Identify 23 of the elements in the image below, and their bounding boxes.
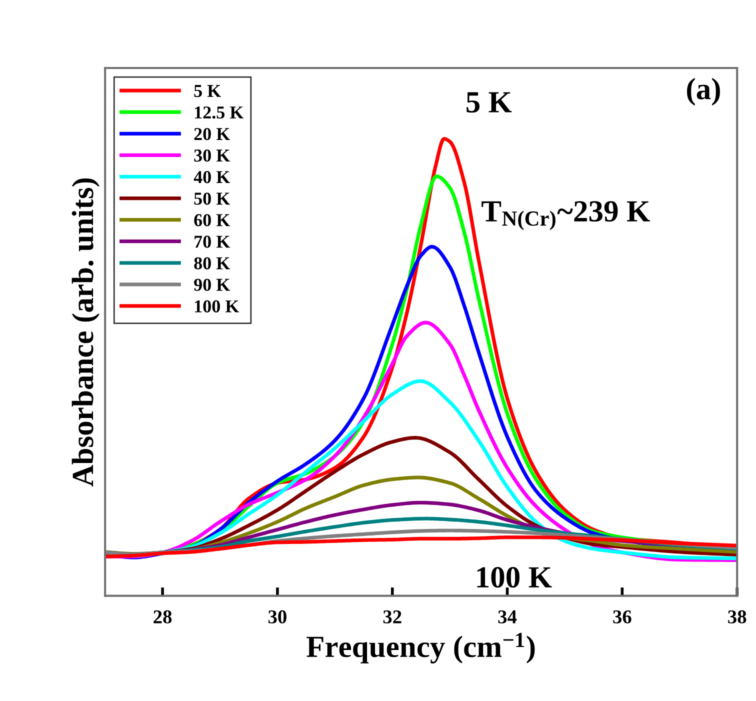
x-tick-label: 30 [268,610,286,624]
legend-label: 30 K [194,150,230,162]
text: 5 K [466,92,512,113]
x-tick-label: 34 [498,610,517,624]
legend-label: 12.5 K [195,106,244,119]
y-axis-title: Absorbance (arb. units) [72,178,100,487]
x-tick-label: 36 [613,610,632,624]
legend-label: 50 K [194,192,230,205]
legend-label: 100 K [195,300,240,312]
legend-label: 40 K [194,171,230,184]
x-tick-label: 32 [383,610,402,624]
legend-label: 20 K [194,128,230,140]
text: (a) [687,78,720,106]
x-axis-title: Frequency (cm$^{−1}$) [306,632,535,664]
legend-label: 80 K [194,257,230,270]
legend-label: 60 K [194,214,230,226]
legend-label: 5 K [194,85,221,98]
annotation: 100 K [477,567,552,588]
legend-label: 70 K [194,236,230,248]
legend-label: 90 K [194,278,230,291]
x-tick-label: 28 [154,610,172,624]
x-tick-label: 38 [728,610,746,624]
annotation: T$_{N(Cr)}$~239 K [482,201,650,230]
